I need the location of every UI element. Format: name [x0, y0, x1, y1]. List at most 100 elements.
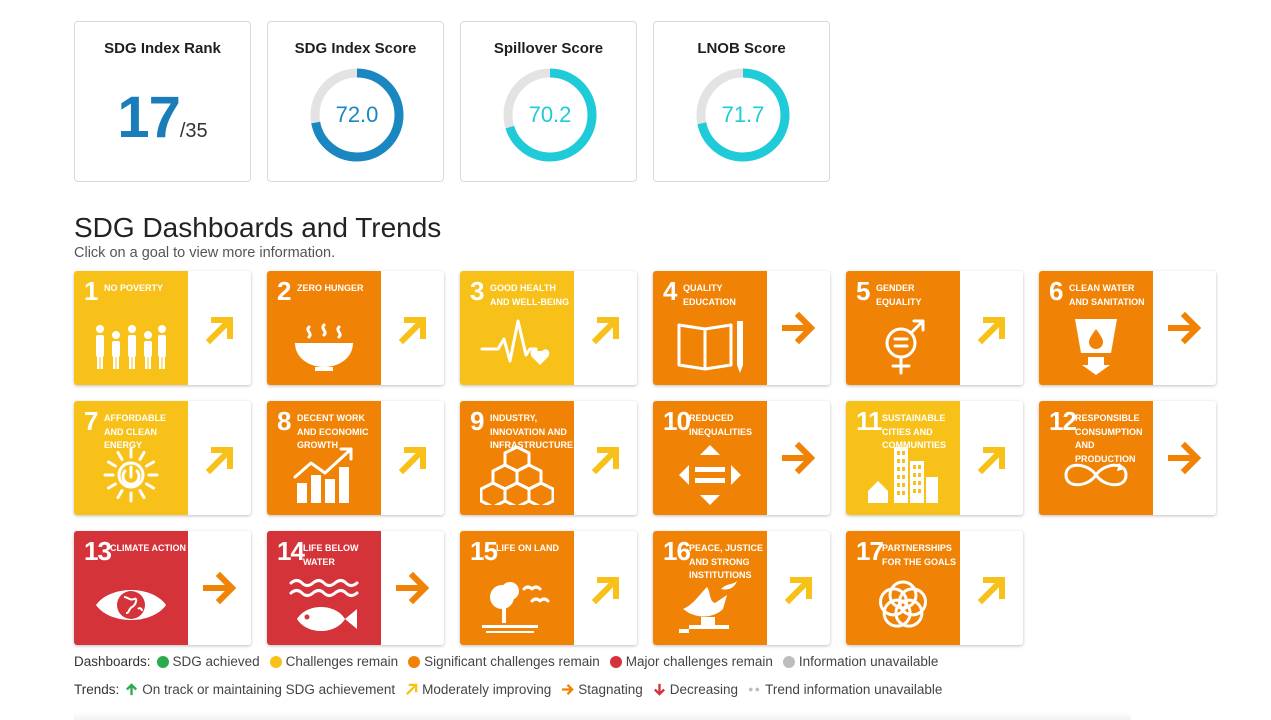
legend-item: Stagnating [561, 682, 643, 697]
goal-number: 15 [470, 536, 498, 566]
trend-cell [767, 531, 830, 645]
goal-tile: 5 Gender Equality [846, 271, 960, 385]
legend-item-label: SDG achieved [172, 654, 260, 669]
goal-tile: 14 Life Below Water [267, 531, 381, 645]
arrow-right-icon [1167, 441, 1201, 475]
goal-card-17[interactable]: 17 Partnerships for the Goals [846, 531, 1023, 645]
kpi-title: SDG Index Rank [104, 40, 221, 57]
goal-card-1[interactable]: 1 No Poverty [74, 271, 251, 385]
goal-number: 11 [856, 406, 882, 436]
trend-cell [960, 401, 1023, 515]
equal-arrows-icon [679, 445, 741, 505]
gauge-fill [310, 68, 404, 162]
goal-tile: 8 Decent Work and Economic Growth [267, 401, 381, 515]
arrow-right-icon [781, 311, 815, 345]
people-icon [96, 325, 166, 369]
rings-icon [878, 580, 928, 628]
goal-number: 9 [470, 406, 485, 436]
sun-power-icon [103, 447, 159, 503]
goal-card-4[interactable]: 4 Quality Education [653, 271, 830, 385]
legend-item: Trend information unavailable [748, 682, 942, 697]
legend-item: On track or maintaining SDG achievement [125, 682, 395, 697]
goal-card-11[interactable]: 11 Sustainable Cities and Communities [846, 401, 1023, 515]
spillover-score-gauge [503, 68, 597, 162]
arrow-up-right-icon [398, 317, 426, 345]
trend-cell [1153, 401, 1216, 515]
goal-number: 16 [663, 536, 691, 566]
goal-tile: 4 Quality Education [653, 271, 767, 385]
goal-tile: 2 Zero Hunger [267, 271, 381, 385]
goal-number: 17 [856, 536, 884, 566]
goal-number: 7 [84, 406, 99, 436]
goal-tile: 6 Clean Water and Sanitation [1039, 271, 1153, 385]
index-score-gauge [310, 68, 404, 162]
goal-tile: 1 No Poverty [74, 271, 188, 385]
legend-item-label: Moderately improving [422, 682, 552, 697]
goal-card-9[interactable]: 9 Industry, Innovation and Infrastructure [460, 401, 637, 515]
arrow-up-right-icon [406, 683, 418, 695]
goal-name: Good Health and Well-Being [490, 283, 569, 307]
gauge-fill [696, 68, 790, 162]
goal-number: 12 [1049, 406, 1077, 436]
sdg-index-score-card: SDG Index Score 72.0 [267, 21, 444, 182]
fish-icon [289, 579, 359, 631]
arrow-up-right-icon [205, 447, 233, 475]
rank-display: 17/35 [75, 84, 250, 151]
goal-tile: 10 Reduced Inequalities [653, 401, 767, 515]
arrow-up-icon [126, 683, 138, 696]
goal-card-14[interactable]: 14 Life Below Water [267, 531, 444, 645]
goal-card-12[interactable]: 12 Responsible Consumption and Production [1039, 401, 1216, 515]
legend-item-label: On track or maintaining SDG achievement [142, 682, 396, 697]
rank-total: /35 [179, 120, 208, 142]
legend-item: SDG achieved [156, 654, 260, 669]
arrow-right-icon [202, 571, 236, 605]
arrow-up-right-icon [977, 577, 1005, 605]
arrow-right-icon [395, 571, 429, 605]
goal-tile: 7 Affordable and Clean Energy [74, 401, 188, 515]
arrow-up-right-icon [591, 447, 619, 475]
goal-card-8[interactable]: 8 Decent Work and Economic Growth [267, 401, 444, 515]
arrow-up-right-icon [591, 577, 619, 605]
goal-name: Peace, Justice and Strong Institutions [689, 543, 764, 580]
goal-card-6[interactable]: 6 Clean Water and Sanitation [1039, 271, 1216, 385]
arrow-right-icon [1167, 311, 1201, 345]
goal-card-5[interactable]: 5 Gender Equality [846, 271, 1023, 385]
arrow-up-right-icon [398, 447, 426, 475]
rank-value: 17 [117, 85, 181, 150]
goal-name: Zero Hunger [297, 283, 364, 293]
arrow-right-icon [562, 684, 575, 695]
goal-grid: 1 No Poverty 2 Zero Hunger 3 Good Health and … [74, 271, 1216, 645]
goal-card-16[interactable]: 16 Peace, Justice and Strong Institutions [653, 531, 830, 645]
goal-tile: 13 Climate Action [74, 531, 188, 645]
goal-number: 5 [856, 276, 871, 306]
legend-label: Trends: [74, 682, 120, 697]
goal-card-10[interactable]: 10 Reduced Inequalities [653, 401, 830, 515]
trend-cell [767, 401, 830, 515]
section-title: SDG Dashboards and Trends [74, 212, 442, 243]
goal-name: Industry, Innovation and Infrastructure [490, 413, 573, 450]
goal-card-15[interactable]: 15 Life on Land [460, 531, 637, 645]
spillover-score-card: Spillover Score 70.2 [460, 21, 637, 182]
legend-label: Dashboards: [74, 654, 151, 669]
trend-cell [1153, 271, 1216, 385]
legend-item: Decreasing [653, 682, 738, 697]
goal-tile: 12 Responsible Consumption and Production [1039, 401, 1153, 515]
arrow-down-icon [653, 683, 665, 696]
dove-icon [679, 581, 737, 633]
goal-card-7[interactable]: 7 Affordable and Clean Energy [74, 401, 251, 515]
legend-item: Significant challenges remain [408, 654, 600, 669]
goal-tile: 11 Sustainable Cities and Communities [846, 401, 960, 515]
legend-item-label: Significant challenges remain [424, 654, 600, 669]
goal-name: No Poverty [104, 283, 164, 293]
goal-card-3[interactable]: 3 Good Health and Well-Being [460, 271, 637, 385]
goal-tile: 15 Life on Land [460, 531, 574, 645]
goal-name: Life on Land [496, 543, 559, 553]
goal-number: 1 [84, 276, 99, 306]
kpi-row: SDG Index Rank 17/35 SDG Index Score 72.… [74, 21, 830, 182]
goal-name: Life Below Water [303, 543, 359, 567]
kpi-title: LNOB Score [697, 40, 786, 57]
legend-item: Moderately improving [405, 682, 551, 697]
goal-number: 6 [1049, 276, 1064, 306]
goal-card-2[interactable]: 2 Zero Hunger [267, 271, 444, 385]
goal-card-13[interactable]: 13 Climate Action [74, 531, 251, 645]
